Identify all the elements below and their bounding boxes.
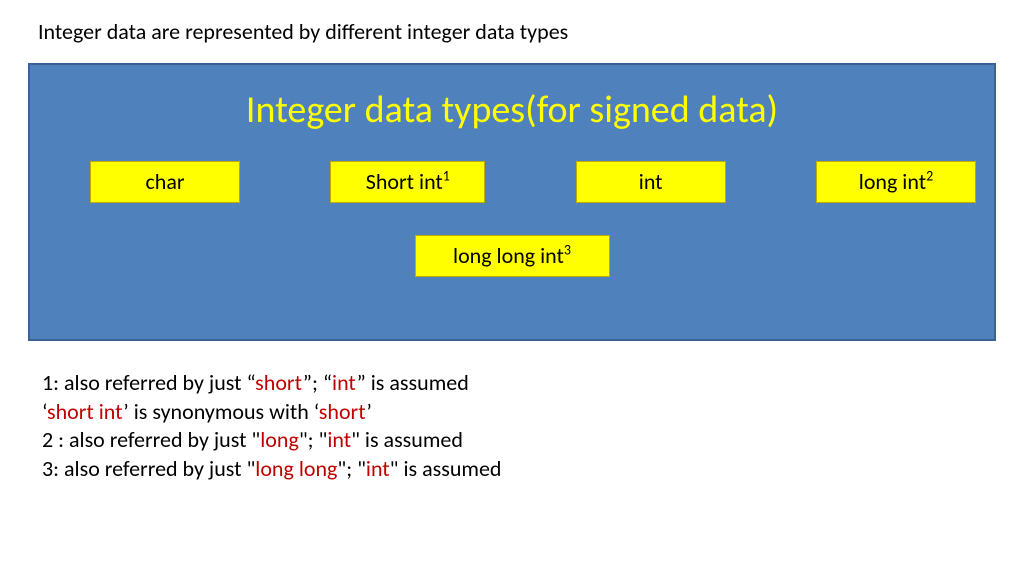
fn-text: " is assumed xyxy=(390,455,502,482)
fn-text: 3: also referred by just " xyxy=(42,455,255,482)
types-row-1: char Short int1 int long int2 xyxy=(30,133,994,203)
footnote-line-3: 2 : also referred by just "long"; "int" … xyxy=(42,426,1024,455)
type-box-short-int: Short int1 xyxy=(330,161,485,203)
fn-text: 1: also referred by just “ xyxy=(42,369,255,396)
type-label: Short int xyxy=(366,168,443,195)
type-sup: 2 xyxy=(926,168,933,185)
type-sup: 1 xyxy=(443,168,450,185)
type-box-char: char xyxy=(90,161,240,203)
type-label: long long int xyxy=(453,242,564,269)
fn-text: "; " xyxy=(299,426,328,453)
type-label: long int xyxy=(859,168,926,195)
page-title: Integer data are represented by differen… xyxy=(0,0,1024,45)
fn-highlight: long long xyxy=(255,455,337,482)
fn-highlight: int xyxy=(366,455,390,482)
footnote-line-2: ‘short int’ is synonymous with ‘short’ xyxy=(42,398,1024,427)
panel-title: Integer data types(for signed data) xyxy=(30,65,994,133)
footnote-line-4: 3: also referred by just "long long"; "i… xyxy=(42,455,1024,484)
fn-text: ” is assumed xyxy=(357,369,469,396)
fn-text: ’ xyxy=(366,398,372,425)
fn-highlight: short int xyxy=(47,398,123,425)
type-label: char xyxy=(145,168,184,195)
fn-highlight: int xyxy=(332,369,357,396)
type-box-int: int xyxy=(576,161,726,203)
type-box-long-int: long int2 xyxy=(816,161,976,203)
fn-highlight: int xyxy=(327,426,351,453)
fn-text: "; " xyxy=(337,455,366,482)
type-box-long-long-int: long long int3 xyxy=(415,235,610,277)
fn-text: ”; “ xyxy=(303,369,332,396)
fn-text: 2 : also referred by just " xyxy=(42,426,260,453)
type-sup: 3 xyxy=(564,242,571,259)
fn-highlight: short xyxy=(319,398,367,425)
fn-text: " is assumed xyxy=(351,426,463,453)
fn-highlight: short xyxy=(255,369,303,396)
fn-highlight: long xyxy=(260,426,299,453)
types-panel: Integer data types(for signed data) char… xyxy=(28,63,996,341)
footnote-line-1: 1: also referred by just “short”; “int” … xyxy=(42,369,1024,398)
footnotes: 1: also referred by just “short”; “int” … xyxy=(0,341,1024,483)
types-row-2: long long int3 xyxy=(30,203,994,277)
type-label: int xyxy=(639,168,663,195)
fn-text: ’ is synonymous with ‘ xyxy=(123,398,319,425)
